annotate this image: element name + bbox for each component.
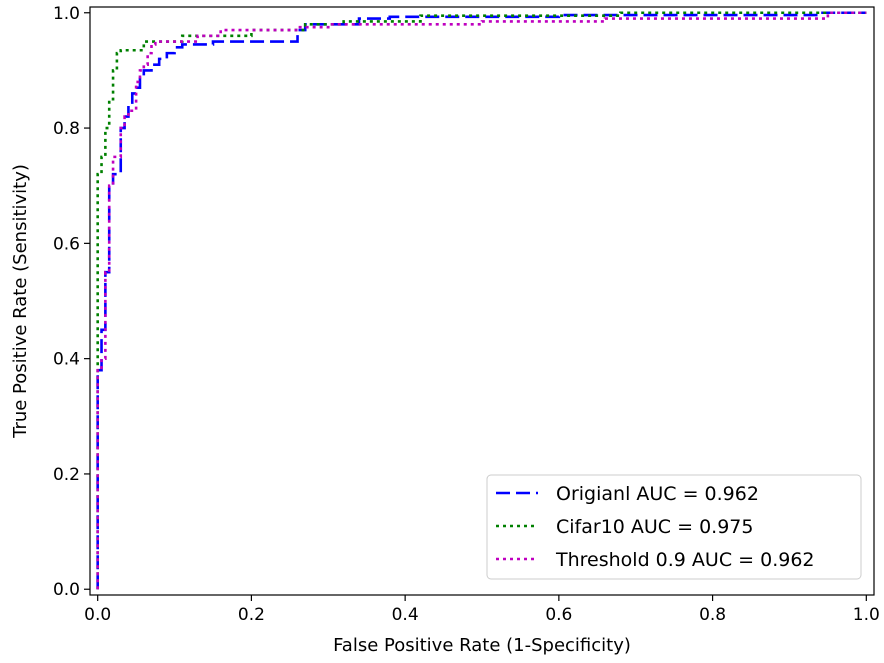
x-tick-label: 0.8 [699,605,726,625]
y-tick-label: 0.2 [53,465,80,485]
x-tick-label: 1.0 [853,605,880,625]
y-tick-label: 0.4 [53,350,80,370]
y-tick-label: 0.6 [53,234,80,254]
legend-label-original: Origianl AUC = 0.962 [556,483,759,505]
tick-layer: 0.0 0.2 0.4 0.6 0.8 1.0 0.0 0.2 0.4 0.6 0.8 1.0 [53,4,880,625]
y-tick-label: 0.0 [53,580,80,600]
series-layer [96,11,867,590]
x-tick-label: 0.0 [84,605,111,625]
x-tick-label: 0.2 [238,605,265,625]
x-tick-label: 0.6 [545,605,572,625]
x-tick-label: 0.4 [392,605,419,625]
legend-frame [486,474,862,580]
plot-frame [89,6,875,596]
legend: Origianl AUC = 0.962 Cifar10 AUC = 0.975… [486,474,862,580]
y-tick-label: 0.8 [53,119,80,139]
legend-label-cifar10: Cifar10 AUC = 0.975 [556,516,753,538]
y-tick-label: 1.0 [53,4,80,24]
y-axis-label: True Positive Rate (Sensitivity) [10,164,31,439]
legend-label-threshold: Threshold 0.9 AUC = 0.962 [555,549,815,571]
x-axis-label: False Positive Rate (1-Specificity) [333,635,631,656]
series-line-2 [96,11,867,590]
